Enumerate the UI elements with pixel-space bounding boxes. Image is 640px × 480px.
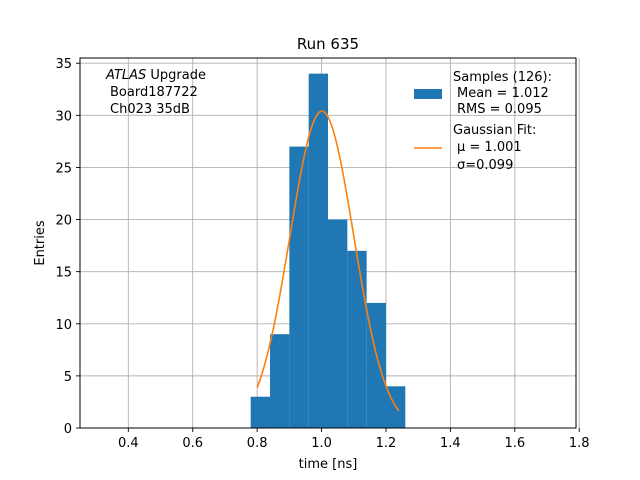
x-tick-label: 1.4 <box>440 436 461 451</box>
y-axis-label: Entries <box>33 220 48 266</box>
legend-samples-label: Samples (126): <box>453 70 552 85</box>
legend-samples-rms: RMS = 0.095 <box>457 102 542 117</box>
annotation-line-2: Board187722 <box>110 85 198 100</box>
x-tick-label: 1.6 <box>504 436 525 451</box>
legend: Samples (126): Mean = 1.012 RMS = 0.095 … <box>414 70 552 173</box>
x-axis-label: time [ns] <box>299 457 358 472</box>
y-tick-label: 25 <box>55 161 72 176</box>
x-tick-label: 0.4 <box>118 436 139 451</box>
histogram-bar <box>308 73 328 429</box>
histogram-bar <box>289 146 309 428</box>
atlas-annotation: ATLAS Upgrade Board187722 Ch023 35dB <box>105 68 206 117</box>
x-tick-label: 1.0 <box>311 436 332 451</box>
legend-samples-swatch <box>414 89 442 99</box>
chart-title: Run 635 <box>297 35 359 53</box>
y-tick-label: 35 <box>55 57 72 72</box>
legend-fit-sigma: σ=0.099 <box>457 158 513 173</box>
x-tick-label: 0.8 <box>247 436 268 451</box>
legend-samples-mean: Mean = 1.012 <box>457 86 549 101</box>
gaussian-fit-layer <box>256 110 400 412</box>
y-tick-label: 0 <box>64 422 72 437</box>
annotation-upgrade: Upgrade <box>146 68 206 83</box>
y-tick-label: 10 <box>55 318 72 333</box>
axis-ticks: 0.4 0.6 0.8 1.0 1.2 1.4 1.6 1.8 0 5 10 15 20 25 30 35 <box>55 57 589 451</box>
legend-fit-mu: μ = 1.001 <box>457 140 522 155</box>
annotation-atlas: ATLAS <box>105 68 146 83</box>
gaussian-fit-line <box>256 110 400 412</box>
y-tick-label: 20 <box>55 214 72 229</box>
histogram-bar <box>270 334 290 428</box>
y-tick-label: 30 <box>55 109 72 124</box>
x-tick-label: 1.8 <box>569 436 590 451</box>
annotation-line-1: ATLAS Upgrade <box>105 68 206 83</box>
annotation-line-3: Ch023 35dB <box>110 102 190 117</box>
histogram-bar <box>328 219 348 428</box>
histogram-bar <box>250 396 271 428</box>
histogram-bar <box>347 250 367 428</box>
x-tick-label: 0.6 <box>182 436 203 451</box>
plot-frame <box>79 57 577 429</box>
y-tick-label: 15 <box>55 266 72 281</box>
histogram-bars <box>250 73 406 429</box>
legend-fit-label: Gaussian Fit: <box>453 123 536 138</box>
y-tick-label: 5 <box>64 370 72 385</box>
x-tick-label: 1.2 <box>376 436 397 451</box>
